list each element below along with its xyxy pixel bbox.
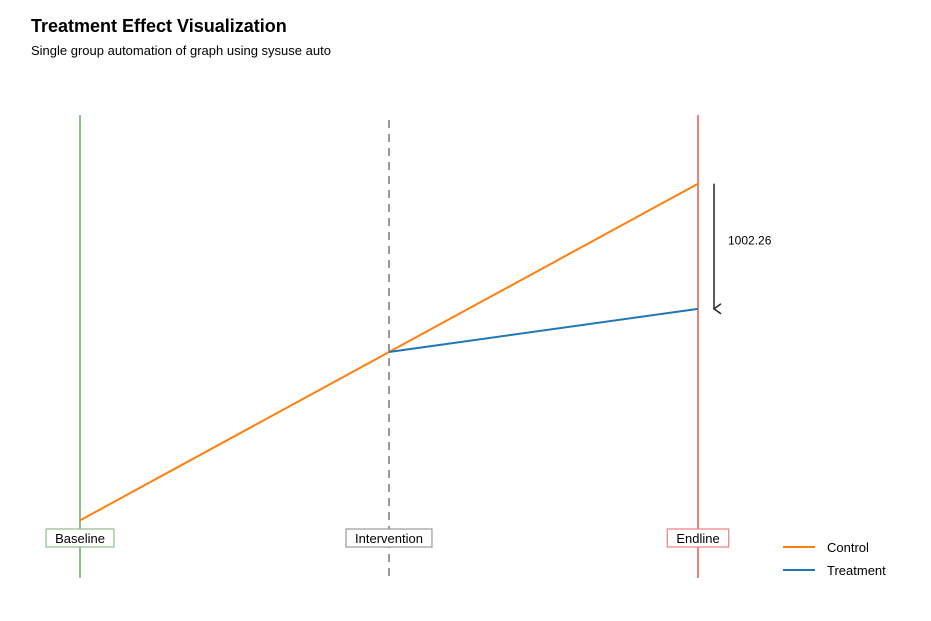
phase-label-endline: Endline	[666, 528, 730, 548]
phase-label-intervention: Intervention	[345, 528, 433, 548]
series-line-treatment	[388, 307, 699, 354]
phase-label-text-endline: Endline	[676, 531, 719, 546]
chart-subtitle: Single group automation of graph using s…	[31, 43, 331, 58]
legend-label-treatment: Treatment	[827, 563, 886, 578]
legend: Control Treatment	[783, 540, 886, 578]
phase-label-baseline: Baseline	[45, 528, 115, 548]
chart-title: Treatment Effect Visualization	[31, 16, 287, 36]
effect-label: 1002.26	[728, 233, 772, 247]
phase-label-text-baseline: Baseline	[55, 531, 105, 546]
phase-label-box-baseline	[45, 528, 115, 548]
phase-label-text-intervention: Intervention	[355, 531, 423, 546]
legend-label-control: Control	[827, 540, 869, 555]
phase-label-box-endline	[666, 528, 730, 548]
phase-label-box-intervention	[345, 528, 433, 548]
